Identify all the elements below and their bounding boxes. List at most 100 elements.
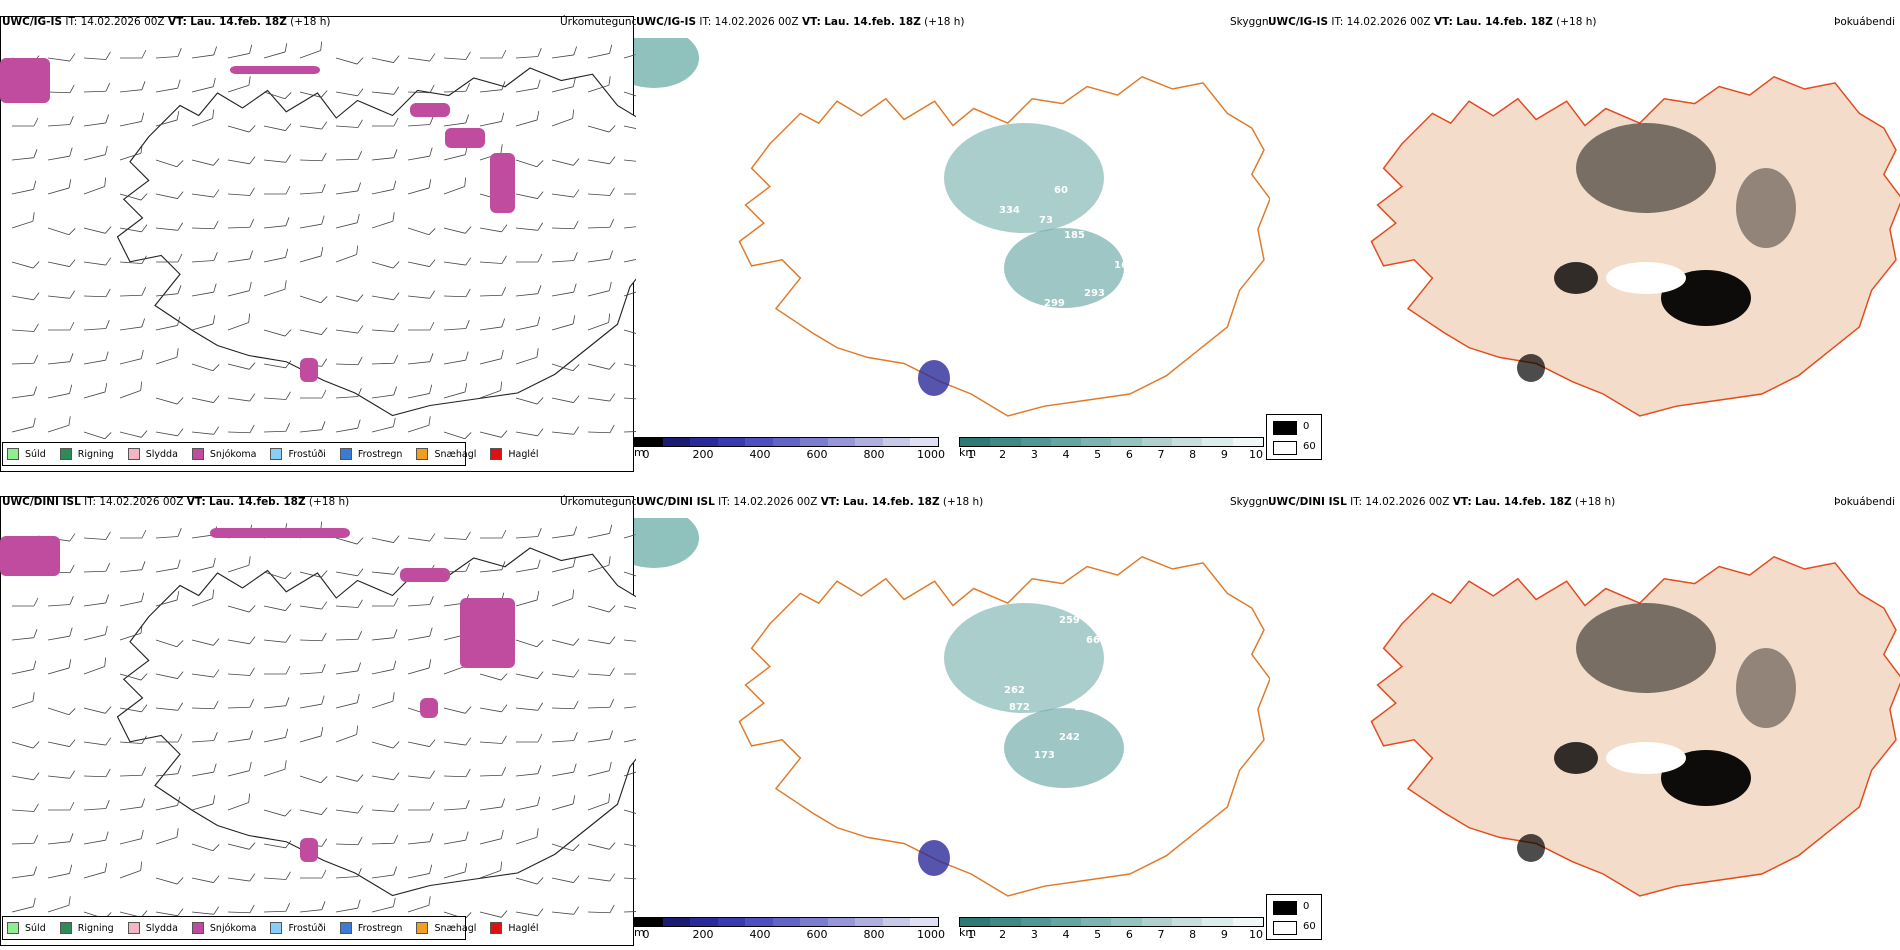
wind-barb <box>623 288 636 297</box>
colorbar-tick-label: 0 <box>642 448 650 461</box>
wind-barb <box>623 843 636 849</box>
precip-legend-item: Frostregn <box>339 922 402 934</box>
wind-barb <box>263 91 292 100</box>
colorbar-tick-label: 5 <box>1094 928 1102 941</box>
wind-barb <box>623 329 636 337</box>
colorbar-unit: km <box>959 446 977 459</box>
colorbar-tick-label: 6 <box>1125 928 1133 941</box>
wind-barb <box>443 114 470 127</box>
wind-barb <box>443 82 471 93</box>
precip-legend-item: Haglél <box>490 448 539 460</box>
cloud-base-label: 158 <box>1099 785 1120 796</box>
wind-barb <box>371 261 400 269</box>
wind-barb <box>263 634 292 643</box>
cloud-base-label: 73 <box>1039 215 1053 226</box>
wind-barb <box>479 286 507 297</box>
wind-barb <box>300 869 327 879</box>
wind-barb <box>479 829 504 845</box>
wind-barb <box>623 225 636 229</box>
precip-legend-swatch <box>270 448 283 460</box>
wind-barb <box>227 76 251 93</box>
wind-barb <box>227 605 256 613</box>
colorbar-tick-label: 8 <box>1189 448 1197 461</box>
low-visibility-area <box>634 518 699 568</box>
wind-barb <box>47 416 71 433</box>
cloud-map-svg: 259 66 790 206 207 262 872 109 242 173 119 158 322 32… <box>634 518 1270 918</box>
wind-barb <box>335 356 363 366</box>
colorbar-cell <box>1020 918 1051 926</box>
wind-barb <box>263 217 290 229</box>
colorbar-cell <box>1020 438 1051 446</box>
wind-barb <box>443 737 472 746</box>
wind-barb <box>407 179 432 195</box>
cloud-base-label: 790 <box>1129 633 1150 644</box>
wind-barb <box>479 561 506 573</box>
wind-barb <box>371 897 396 913</box>
wind-barb <box>443 831 469 845</box>
wind-barb <box>551 315 576 331</box>
wind-barb <box>551 700 579 710</box>
colorbar-cell <box>882 438 911 446</box>
snow-area <box>0 536 60 576</box>
wind-barb <box>623 705 636 709</box>
wind-barb <box>371 86 400 95</box>
wind-barb <box>443 320 470 331</box>
iceland-outline <box>1370 75 1900 417</box>
cloud-title: Skyggni <box>1230 16 1270 28</box>
colorbar-cell <box>745 438 773 446</box>
wind-barb <box>299 807 328 815</box>
wind-barb <box>299 121 328 130</box>
colorbar-tick-label: 200 <box>692 448 714 461</box>
low-visibility-area <box>634 38 699 88</box>
wind-barb <box>479 81 506 93</box>
wind-barb <box>624 193 636 195</box>
wind-barb <box>587 556 611 573</box>
wind-barb <box>227 424 255 434</box>
wind-barb <box>155 702 184 711</box>
wind-barb <box>515 765 542 777</box>
wind-barb <box>371 803 399 812</box>
wind-barb <box>371 212 395 229</box>
wind-barb <box>83 145 108 161</box>
wind-barb <box>191 795 216 811</box>
wind-barb <box>372 117 399 127</box>
wind-barb <box>191 189 220 198</box>
glacier-area <box>1606 262 1686 294</box>
fog-legend: 0 60 <box>1266 414 1322 460</box>
cloud-base-label: 872 <box>1009 702 1030 713</box>
colorbar-cell <box>1232 438 1263 446</box>
wind-barb <box>227 156 256 165</box>
wind-barb <box>263 280 287 297</box>
colorbar-cell <box>635 438 663 446</box>
wind-barb <box>515 348 539 365</box>
wind-barb <box>299 184 326 195</box>
wind-barb <box>299 295 328 304</box>
snow-area <box>0 58 50 103</box>
wind-barb <box>83 737 112 746</box>
cloud-base-label: 242 <box>1059 732 1080 743</box>
colorbar-cell <box>800 438 828 446</box>
colorbar-cell <box>1111 918 1142 926</box>
wind-barb <box>191 283 217 297</box>
wind-barb <box>479 861 503 879</box>
wind-barb <box>83 114 110 127</box>
snow-area <box>300 838 318 862</box>
wind-barb <box>191 638 220 646</box>
wind-barb <box>83 51 111 60</box>
precip-title: Úrkomutegund <box>560 496 636 508</box>
cloud-base-label: 206 <box>1154 660 1175 671</box>
wind-barb <box>407 896 431 913</box>
wind-barb <box>587 187 615 196</box>
colorbar-ticks: 0 200 400 600 800 1000 <box>634 447 946 461</box>
wind-barb <box>479 673 508 681</box>
wind-barb <box>11 149 38 161</box>
wind-barb <box>299 727 324 743</box>
wind-barb <box>407 770 436 779</box>
wind-barb <box>335 568 364 577</box>
wind-barb <box>191 875 220 883</box>
wind-barb <box>83 257 112 266</box>
wind-barb <box>47 627 73 641</box>
fog-area <box>1517 354 1545 382</box>
wind-barb <box>11 212 35 229</box>
wind-barb <box>48 801 75 811</box>
